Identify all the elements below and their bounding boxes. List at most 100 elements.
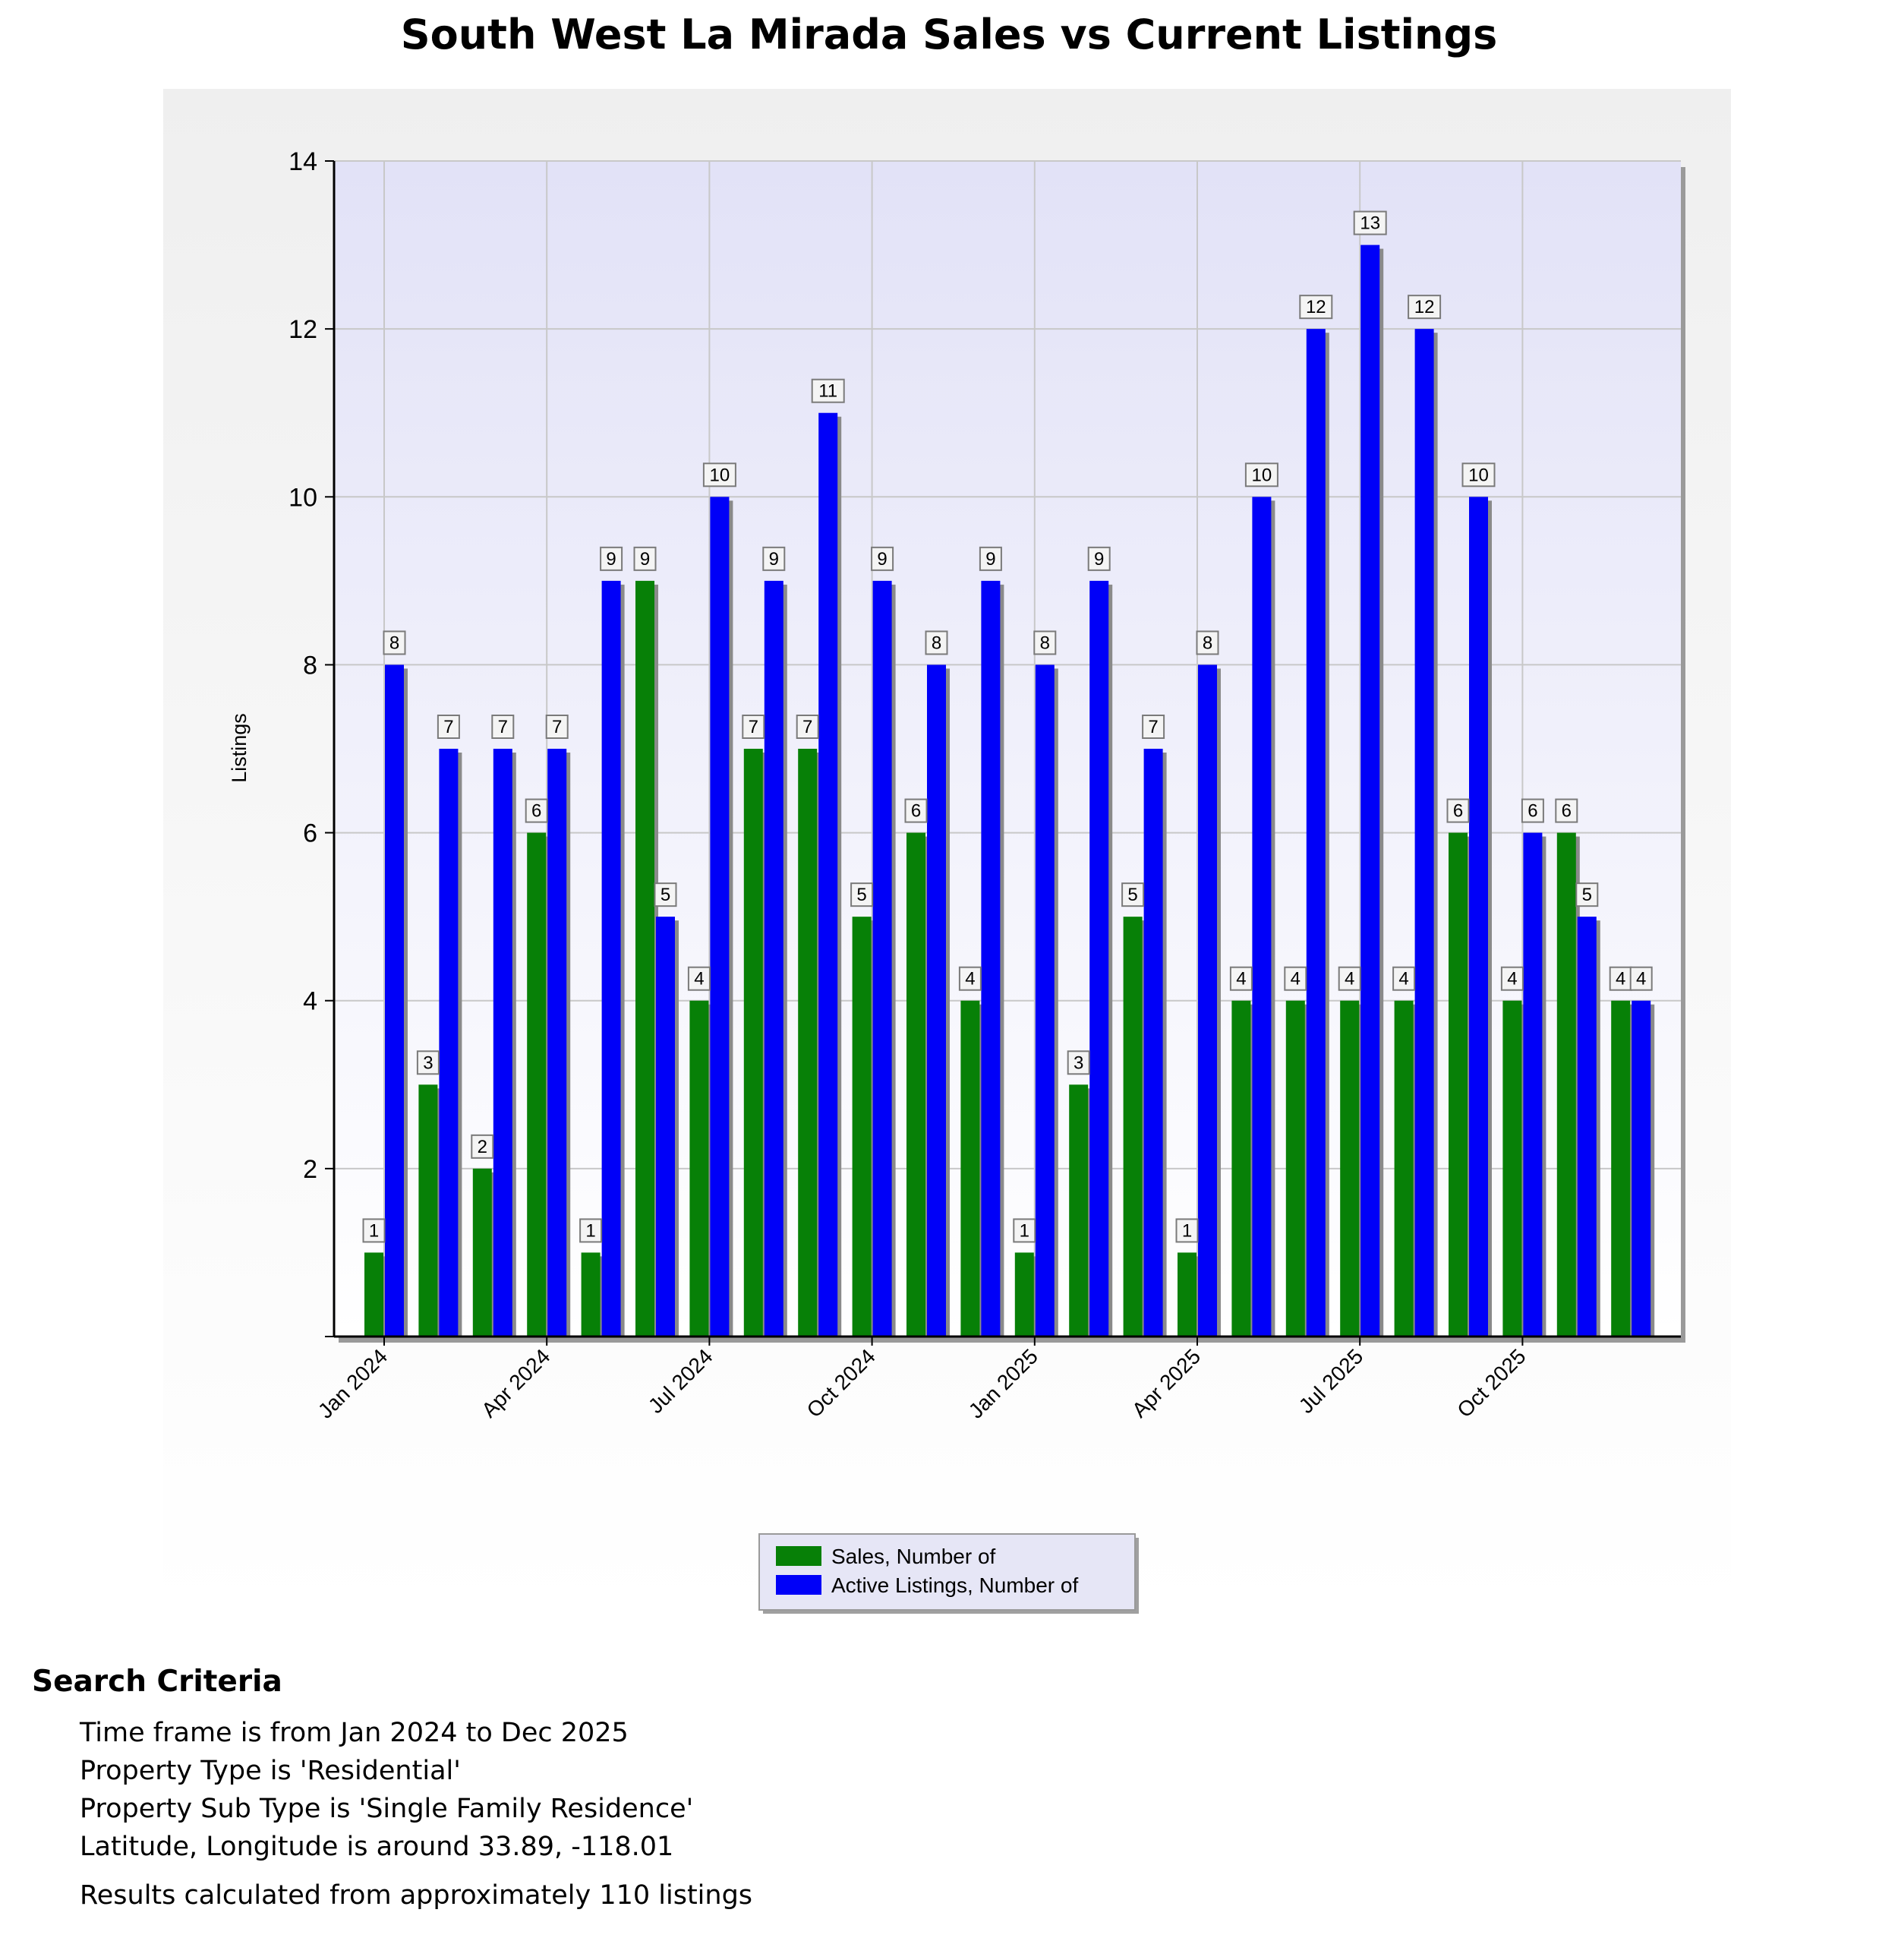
- value-label-box: [796, 715, 819, 739]
- active-listings-value-label: 9: [985, 549, 995, 570]
- active-listings-bar: [439, 749, 459, 1337]
- value-label-box: [633, 546, 657, 571]
- active-listings-bar: [1143, 749, 1163, 1337]
- value-label-box: [1175, 1218, 1199, 1243]
- sales-value-label: 1: [1182, 1220, 1192, 1241]
- sales-bar: [1231, 1000, 1251, 1337]
- active-listings-bar: [385, 664, 404, 1337]
- active-listings-value-label: 9: [877, 549, 887, 570]
- active-listings-bar: [872, 580, 892, 1337]
- value-label-box: [1013, 1218, 1036, 1243]
- value-label-box: [579, 1218, 603, 1243]
- active-listings-bar: [547, 749, 567, 1337]
- value-label-box: [925, 630, 948, 655]
- sales-bar: [1502, 1000, 1522, 1337]
- sales-bar: [418, 1084, 438, 1337]
- legend-label-active-listings: Active Listings, Number of: [831, 1573, 1078, 1597]
- value-label-box: [1229, 966, 1253, 991]
- sales-bar: [960, 1000, 980, 1337]
- value-label-box: [1521, 798, 1544, 823]
- active-listings-bar: [1360, 245, 1380, 1337]
- active-listings-value-label: 12: [1414, 297, 1435, 317]
- value-label-box: [437, 715, 460, 739]
- value-label-box: [1446, 798, 1470, 823]
- sales-value-label: 3: [1074, 1053, 1083, 1073]
- chart-title: South West La Mirada Sales vs Current Li…: [400, 11, 1498, 58]
- sales-bar: [1449, 832, 1468, 1337]
- value-label-box: [1142, 715, 1165, 739]
- sales-bar: [1123, 917, 1143, 1337]
- legend-swatch-active-listings: [776, 1575, 821, 1595]
- sales-value-label: 9: [640, 549, 650, 570]
- legend-label-sales: Sales, Number of: [831, 1545, 996, 1568]
- value-label-box: [362, 1218, 386, 1243]
- y-tick-label: 12: [288, 315, 317, 344]
- sales-value-label: 6: [531, 801, 541, 822]
- sales-value-label: 4: [1236, 969, 1246, 989]
- value-label-box: [850, 882, 874, 907]
- y-tick-label: 10: [288, 483, 317, 512]
- active-listings-value-label: 8: [932, 633, 941, 653]
- sales-bar: [1014, 1252, 1034, 1337]
- y-tick-label: 4: [303, 987, 317, 1016]
- active-listings-bar: [1252, 497, 1272, 1337]
- sales-value-label: 6: [911, 801, 921, 822]
- active-listings-bar: [1198, 664, 1217, 1337]
- sales-bar: [1340, 1000, 1360, 1337]
- value-label-box: [1353, 210, 1387, 235]
- sales-value-label: 4: [1507, 969, 1517, 989]
- criteria-property-sub-type: Property Sub Type is 'Single Family Resi…: [80, 1794, 694, 1824]
- y-tick-label: 8: [303, 651, 317, 680]
- value-label-box: [904, 798, 928, 823]
- legend-box: [758, 1533, 1136, 1611]
- active-listings-value-label: 9: [769, 549, 779, 570]
- sales-value-label: 1: [1020, 1220, 1029, 1241]
- sales-value-label: 6: [1453, 801, 1463, 822]
- sales-value-label: 1: [369, 1220, 379, 1241]
- value-label-box: [1087, 546, 1111, 571]
- criteria-property-type: Property Type is 'Residential': [80, 1756, 461, 1786]
- value-label-box: [1299, 295, 1333, 320]
- value-label-box: [416, 1050, 440, 1075]
- active-listings-bar: [1414, 329, 1434, 1337]
- criteria-time-frame: Time frame is from Jan 2024 to Dec 2025: [80, 1718, 629, 1748]
- value-label-box: [742, 715, 765, 739]
- active-listings-value-label: 7: [1148, 717, 1158, 737]
- sales-value-label: 4: [1616, 969, 1625, 989]
- active-listings-value-label: 8: [1040, 633, 1050, 653]
- sales-value-label: 4: [1398, 969, 1408, 989]
- sales-value-label: 5: [1127, 885, 1137, 905]
- value-label-box: [1067, 1050, 1090, 1075]
- active-listings-value-label: 5: [661, 885, 670, 905]
- sales-bar: [798, 749, 818, 1337]
- sales-bar: [1611, 1000, 1631, 1337]
- value-label-box: [1284, 966, 1307, 991]
- sales-value-label: 4: [1291, 969, 1301, 989]
- value-label-box: [525, 798, 548, 823]
- active-listings-bar: [493, 749, 512, 1337]
- active-listings-value-label: 8: [1203, 633, 1212, 653]
- active-listings-bar: [1523, 832, 1543, 1337]
- value-label-box: [1629, 966, 1653, 991]
- sales-value-label: 7: [802, 717, 812, 737]
- active-listings-value-label: 12: [1306, 297, 1326, 317]
- value-label-box: [1033, 630, 1057, 655]
- active-listings-bar: [1469, 497, 1488, 1337]
- sales-bar: [1556, 832, 1576, 1337]
- active-listings-value-label: 10: [710, 465, 730, 485]
- value-label-box: [545, 715, 569, 739]
- sales-bar: [906, 832, 925, 1337]
- value-label-box: [600, 546, 623, 571]
- active-listings-bar: [601, 580, 621, 1337]
- sales-value-label: 5: [856, 885, 866, 905]
- active-listings-value-label: 6: [1528, 801, 1537, 822]
- active-listings-value-label: 10: [1468, 465, 1489, 485]
- active-listings-value-label: 8: [389, 633, 399, 653]
- criteria-location: Latitude, Longitude is around 33.89, -11…: [80, 1832, 674, 1862]
- sales-value-label: 4: [694, 969, 704, 989]
- active-listings-value-label: 7: [443, 717, 453, 737]
- value-label-box: [1338, 966, 1361, 991]
- active-listings-value-label: 7: [552, 717, 562, 737]
- value-label-box: [1555, 798, 1578, 823]
